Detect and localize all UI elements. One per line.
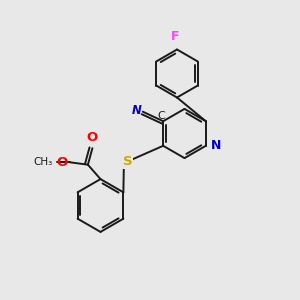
Text: F: F — [171, 30, 180, 43]
Text: CH₃: CH₃ — [34, 157, 53, 167]
Text: S: S — [123, 155, 132, 168]
Text: O: O — [87, 131, 98, 144]
Text: O: O — [57, 156, 68, 169]
Text: C: C — [158, 111, 165, 121]
Text: N: N — [131, 104, 141, 117]
Text: N: N — [211, 139, 222, 152]
